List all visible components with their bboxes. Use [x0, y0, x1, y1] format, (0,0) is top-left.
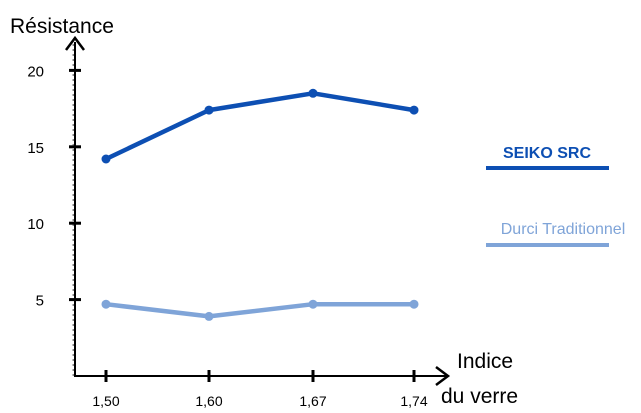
series-layer [101, 88, 419, 321]
y-axis-arrowhead [65, 35, 85, 51]
data-point [101, 299, 111, 309]
legend-label: Durci Traditionnel [501, 221, 626, 238]
data-point [101, 154, 111, 164]
y-tick-label: 20 [27, 63, 44, 80]
y-tick-label: 15 [27, 140, 44, 157]
axes [65, 35, 451, 386]
y-tick-label: 5 [36, 293, 44, 310]
x-ticks: 1,50 1,60 1,67 1,74 [92, 370, 428, 409]
x-tick-label: 1,74 [400, 393, 427, 409]
y-axis-title: Résistance [10, 15, 114, 38]
series-line [103, 91, 417, 162]
series-1 [101, 88, 419, 164]
data-point [409, 299, 419, 309]
x-axis-arrowhead [435, 366, 451, 386]
data-point [409, 105, 419, 115]
x-tick-label: 1,67 [299, 393, 326, 409]
x-tick-label: 1,60 [195, 393, 222, 409]
data-point [308, 299, 318, 309]
data-point [204, 105, 214, 115]
data-point [308, 88, 318, 98]
x-axis-title-line1: Indice [457, 350, 513, 373]
series-2 [101, 299, 419, 321]
legend: SEIKO SRC Durci Traditionnel [486, 145, 626, 247]
series-line [103, 301, 417, 319]
y-ticks: 5 10 15 20 [27, 63, 81, 310]
data-point [204, 311, 214, 321]
y-tick-label: 10 [27, 216, 44, 233]
x-axis-title-line2: du verre [441, 385, 518, 408]
x-tick-label: 1,50 [92, 393, 119, 409]
legend-label: SEIKO SRC [503, 145, 591, 162]
